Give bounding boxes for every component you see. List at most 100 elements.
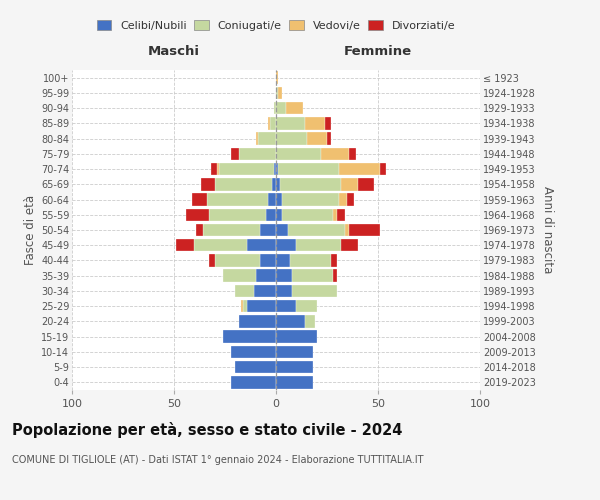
Bar <box>239 148 276 160</box>
Bar <box>346 224 349 236</box>
Bar <box>194 239 247 252</box>
Bar <box>274 102 276 115</box>
Bar <box>276 346 313 358</box>
Bar <box>276 86 278 99</box>
Bar <box>325 117 331 130</box>
Bar <box>219 163 274 175</box>
Bar <box>280 178 341 190</box>
Bar <box>276 102 286 115</box>
Bar <box>215 178 272 190</box>
Bar <box>276 254 290 266</box>
Bar <box>196 224 203 236</box>
Bar <box>276 132 307 145</box>
Bar <box>327 132 331 145</box>
Bar <box>339 163 380 175</box>
Bar <box>380 163 386 175</box>
Bar <box>276 315 305 328</box>
Bar <box>235 361 276 374</box>
Bar <box>286 102 302 115</box>
Bar <box>257 132 276 145</box>
Bar <box>209 208 266 221</box>
Bar <box>247 300 276 312</box>
Bar <box>254 284 276 297</box>
Bar <box>358 178 374 190</box>
Text: Femmine: Femmine <box>344 45 412 58</box>
Bar <box>247 239 276 252</box>
Bar <box>292 270 333 282</box>
Text: Maschi: Maschi <box>148 45 200 58</box>
Bar <box>223 270 256 282</box>
Bar <box>307 132 327 145</box>
Bar <box>276 208 282 221</box>
Bar <box>341 239 358 252</box>
Bar <box>260 224 276 236</box>
Bar <box>256 270 276 282</box>
Y-axis label: Fasce di età: Fasce di età <box>23 195 37 265</box>
Bar <box>282 208 333 221</box>
Bar <box>347 194 353 206</box>
Bar <box>305 117 325 130</box>
Bar <box>272 178 276 190</box>
Bar <box>282 194 339 206</box>
Bar <box>321 148 349 160</box>
Bar <box>276 194 282 206</box>
Bar <box>278 163 339 175</box>
Bar <box>203 224 260 236</box>
Bar <box>296 239 341 252</box>
Bar <box>239 315 276 328</box>
Text: Popolazione per età, sesso e stato civile - 2024: Popolazione per età, sesso e stato civil… <box>12 422 403 438</box>
Bar <box>260 254 276 266</box>
Bar <box>231 346 276 358</box>
Bar <box>231 376 276 388</box>
Legend: Celibi/Nubili, Coniugati/e, Vedovi/e, Divorziati/e: Celibi/Nubili, Coniugati/e, Vedovi/e, Di… <box>94 18 458 33</box>
Bar <box>292 284 337 297</box>
Bar <box>333 208 337 221</box>
Bar <box>276 163 278 175</box>
Bar <box>276 148 321 160</box>
Bar <box>241 300 244 312</box>
Bar <box>193 194 206 206</box>
Bar <box>215 254 260 266</box>
Bar <box>305 315 315 328</box>
Bar <box>176 239 194 252</box>
Bar <box>209 254 215 266</box>
Bar <box>186 208 209 221</box>
Bar <box>276 376 313 388</box>
Bar <box>276 178 280 190</box>
Bar <box>276 300 296 312</box>
Bar <box>268 194 276 206</box>
Bar <box>223 330 276 343</box>
Bar <box>276 224 288 236</box>
Bar <box>333 270 337 282</box>
Bar <box>206 194 268 206</box>
Bar <box>211 163 217 175</box>
Bar <box>268 117 270 130</box>
Bar <box>331 254 337 266</box>
Bar <box>349 148 356 160</box>
Bar <box>276 117 305 130</box>
Bar <box>341 178 358 190</box>
Bar <box>276 270 292 282</box>
Bar <box>276 330 317 343</box>
Bar <box>217 163 219 175</box>
Bar <box>256 132 257 145</box>
Bar <box>290 254 331 266</box>
Text: COMUNE DI TIGLIOLE (AT) - Dati ISTAT 1° gennaio 2024 - Elaborazione TUTTITALIA.I: COMUNE DI TIGLIOLE (AT) - Dati ISTAT 1° … <box>12 455 424 465</box>
Bar <box>337 208 346 221</box>
Bar <box>278 86 282 99</box>
Bar <box>231 148 239 160</box>
Bar <box>244 300 247 312</box>
Bar <box>276 72 278 84</box>
Bar <box>296 300 317 312</box>
Bar <box>266 208 276 221</box>
Bar <box>274 163 276 175</box>
Bar <box>235 284 254 297</box>
Bar <box>200 178 215 190</box>
Bar <box>349 224 380 236</box>
Bar <box>276 239 296 252</box>
Y-axis label: Anni di nascita: Anni di nascita <box>541 186 554 274</box>
Bar <box>270 117 276 130</box>
Bar <box>276 361 313 374</box>
Bar <box>288 224 346 236</box>
Bar <box>339 194 347 206</box>
